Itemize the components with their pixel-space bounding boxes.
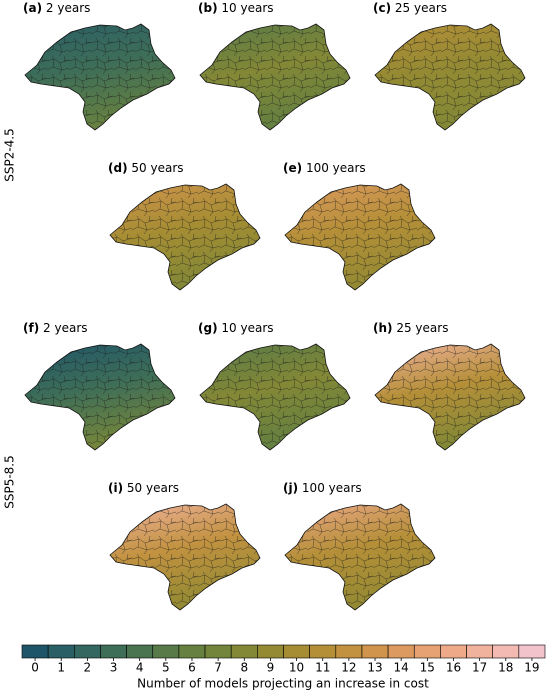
map — [24, 23, 176, 131]
panel-period: 50 years — [127, 481, 179, 495]
map — [374, 343, 526, 451]
panel-title: (a) 2 years — [23, 1, 90, 15]
colorbar-tick-label: 16 — [446, 661, 461, 675]
panel-title: (i) 50 years — [108, 481, 179, 495]
panel-letter: (i) — [108, 481, 123, 495]
colorbar-cell — [126, 644, 154, 659]
colorbar-cell — [466, 644, 493, 659]
colorbar-cell — [361, 644, 389, 659]
colorbar-cell — [309, 644, 337, 659]
map — [284, 183, 436, 291]
panel-period: 100 years — [306, 161, 366, 175]
map — [109, 503, 261, 611]
colorbar-tick-label: 18 — [498, 661, 513, 675]
colorbar-cell — [178, 644, 206, 659]
map — [109, 183, 261, 291]
panel-period: 100 years — [302, 481, 362, 495]
colorbar-tick-label: 17 — [472, 661, 487, 675]
row-label: SSP5-8.5 — [3, 455, 17, 509]
municipalities — [110, 184, 260, 290]
colorbar-tick-label: 4 — [136, 661, 144, 675]
panel-title: (c) 25 years — [373, 1, 447, 15]
colorbar-tick-label: 6 — [188, 661, 196, 675]
panel-period: 2 years — [46, 1, 90, 15]
colorbar-label: Number of models projecting an increase … — [137, 677, 429, 691]
panel-title: (b) 10 years — [198, 1, 274, 15]
colorbar-tick-label: 7 — [214, 661, 222, 675]
panel-title: (e) 100 years — [283, 161, 366, 175]
colorbar-cell — [21, 644, 49, 659]
map — [199, 343, 351, 451]
colorbar-tick-label: 14 — [394, 661, 409, 675]
colorbar-tick-label: 10 — [289, 661, 304, 675]
panel-letter: (g) — [198, 321, 218, 335]
colorbar-tick-label: 15 — [420, 661, 435, 675]
panel-period: 2 years — [43, 321, 87, 335]
colorbar-cell — [204, 644, 232, 659]
colorbar-tick-label: 3 — [110, 661, 118, 675]
colorbar-cell — [230, 644, 258, 659]
panel-letter: (j) — [283, 481, 298, 495]
row-label: SSP2-4.5 — [3, 128, 17, 182]
panel-letter: (a) — [23, 1, 42, 15]
colorbar-tick-label: 19 — [524, 661, 539, 675]
colorbar-cell — [492, 644, 520, 659]
panel-title: (d) 50 years — [108, 161, 184, 175]
colorbar-tick-label: 5 — [162, 661, 170, 675]
colorbar-cell — [74, 644, 101, 659]
map — [24, 343, 176, 451]
panel-letter: (f) — [23, 321, 39, 335]
panel-letter: (c) — [373, 1, 391, 15]
municipalities — [110, 504, 260, 610]
panel-period: 10 years — [221, 321, 273, 335]
panel-letter: (e) — [283, 161, 302, 175]
map — [199, 23, 351, 131]
panel-period: 25 years — [395, 1, 447, 15]
panel-letter: (b) — [198, 1, 218, 15]
colorbar-tick-label: 13 — [367, 661, 382, 675]
colorbar-cell — [335, 644, 363, 659]
municipalities — [25, 24, 175, 130]
colorbar-tick-label: 1 — [57, 661, 65, 675]
municipalities — [375, 344, 525, 450]
colorbar-cell — [152, 644, 180, 659]
colorbar-cell — [413, 644, 441, 659]
colorbar-cell — [100, 644, 127, 659]
panel-title: (g) 10 years — [198, 321, 274, 335]
municipalities — [375, 24, 525, 130]
panel-title: (j) 100 years — [283, 481, 362, 495]
colorbar-cell — [283, 644, 310, 659]
colorbar-tick-label: 0 — [31, 661, 39, 675]
colorbar-tick-label: 11 — [315, 661, 330, 675]
municipalities — [200, 344, 350, 450]
colorbar-cell — [387, 644, 415, 659]
colorbar-cell — [257, 644, 284, 659]
panel-letter: (d) — [108, 161, 128, 175]
panel-title: (f) 2 years — [23, 321, 88, 335]
map — [374, 23, 526, 131]
colorbar-cell — [518, 644, 546, 659]
map — [284, 503, 436, 611]
panel-period: 50 years — [131, 161, 183, 175]
municipalities — [200, 24, 350, 130]
municipalities — [285, 504, 435, 610]
panel-title: (h) 25 years — [373, 321, 448, 335]
colorbar-tick-label: 9 — [267, 661, 275, 675]
colorbar-tick-label: 8 — [240, 661, 248, 675]
colorbar-cell — [47, 644, 75, 659]
colorbar-cell — [440, 644, 467, 659]
colorbar-tick-label: 2 — [84, 661, 92, 675]
municipalities — [25, 344, 175, 450]
panel-letter: (h) — [373, 321, 393, 335]
colorbar-tick-label: 12 — [341, 661, 356, 675]
municipalities — [285, 184, 435, 290]
panel-period: 25 years — [396, 321, 448, 335]
panel-period: 10 years — [221, 1, 273, 15]
